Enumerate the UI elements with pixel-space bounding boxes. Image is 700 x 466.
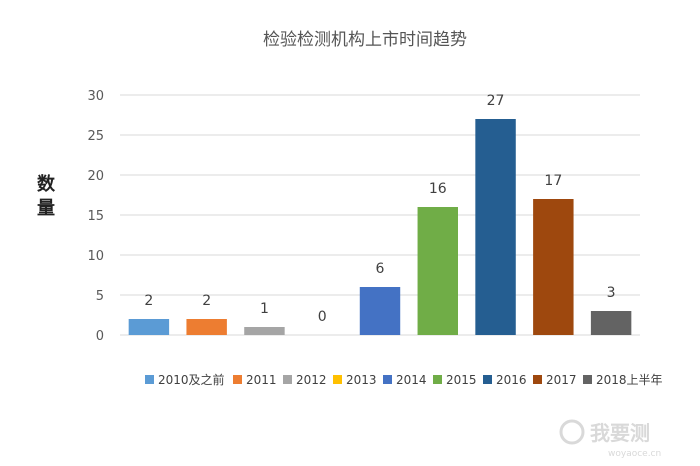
y-axis-ticks: 0 5 10 15 20 25 30 [87,89,104,344]
y-axis-label-char: 数 [37,173,56,195]
y-axis-label: 数量 [37,173,56,219]
legend-label: 2014 [396,373,427,387]
y-tick-label: 30 [87,89,104,104]
value-label: 3 [607,285,616,301]
value-label: 16 [429,181,447,197]
y-tick-label: 20 [87,169,104,184]
legend-label: 2017 [546,373,577,387]
legend-label: 2015 [446,373,477,387]
value-label: 6 [376,261,385,277]
watermark: 我要测 woyaoce.cn [559,419,661,459]
legend-label: 2012 [296,373,327,387]
watermark-logo-icon [559,419,585,445]
bar [128,319,170,335]
value-label: 27 [487,93,505,109]
legend-swatch [583,375,592,384]
y-tick-label: 15 [87,209,104,224]
legend: 2010及之前 2011 2012 2013 2014 2015 2016 2017 2018上… [145,372,663,387]
legend-swatch [283,375,292,384]
bar [244,327,285,335]
value-label: 0 [318,309,327,325]
chart-title: 检验检测机构上市时间趋势 [263,30,467,50]
gridlines [120,94,640,336]
bar [533,199,574,335]
value-label: 2 [202,293,211,309]
bar [475,119,516,335]
legend-label: 2013 [346,373,377,387]
legend-swatch [233,375,242,384]
legend-swatch [333,375,342,384]
bar [417,207,458,335]
legend-swatch [483,375,492,384]
watermark-url: woyaoce.cn [608,449,661,459]
watermark-text: 我要测 [590,421,650,445]
value-label: 17 [544,173,562,189]
y-tick-label: 10 [87,249,104,264]
value-label: 1 [260,301,269,317]
legend-label: 2011 [246,373,277,387]
bar [186,319,227,335]
value-label: 2 [144,293,153,309]
bar [359,287,401,335]
bars [128,119,632,335]
legend-swatch [533,375,542,384]
value-labels: 2 2 1 0 6 16 27 17 3 [144,93,615,325]
bar [590,311,632,335]
legend-swatch [433,375,442,384]
y-tick-label: 25 [87,129,104,144]
legend-swatch [145,375,154,384]
legend-label: 2016 [496,373,527,387]
legend-label: 2010及之前 [158,372,225,387]
y-tick-label: 0 [96,329,104,344]
y-tick-label: 5 [96,289,104,304]
legend-swatch [383,375,392,384]
y-axis-label-char: 量 [37,197,55,219]
legend-label: 2018上半年 [596,373,663,387]
